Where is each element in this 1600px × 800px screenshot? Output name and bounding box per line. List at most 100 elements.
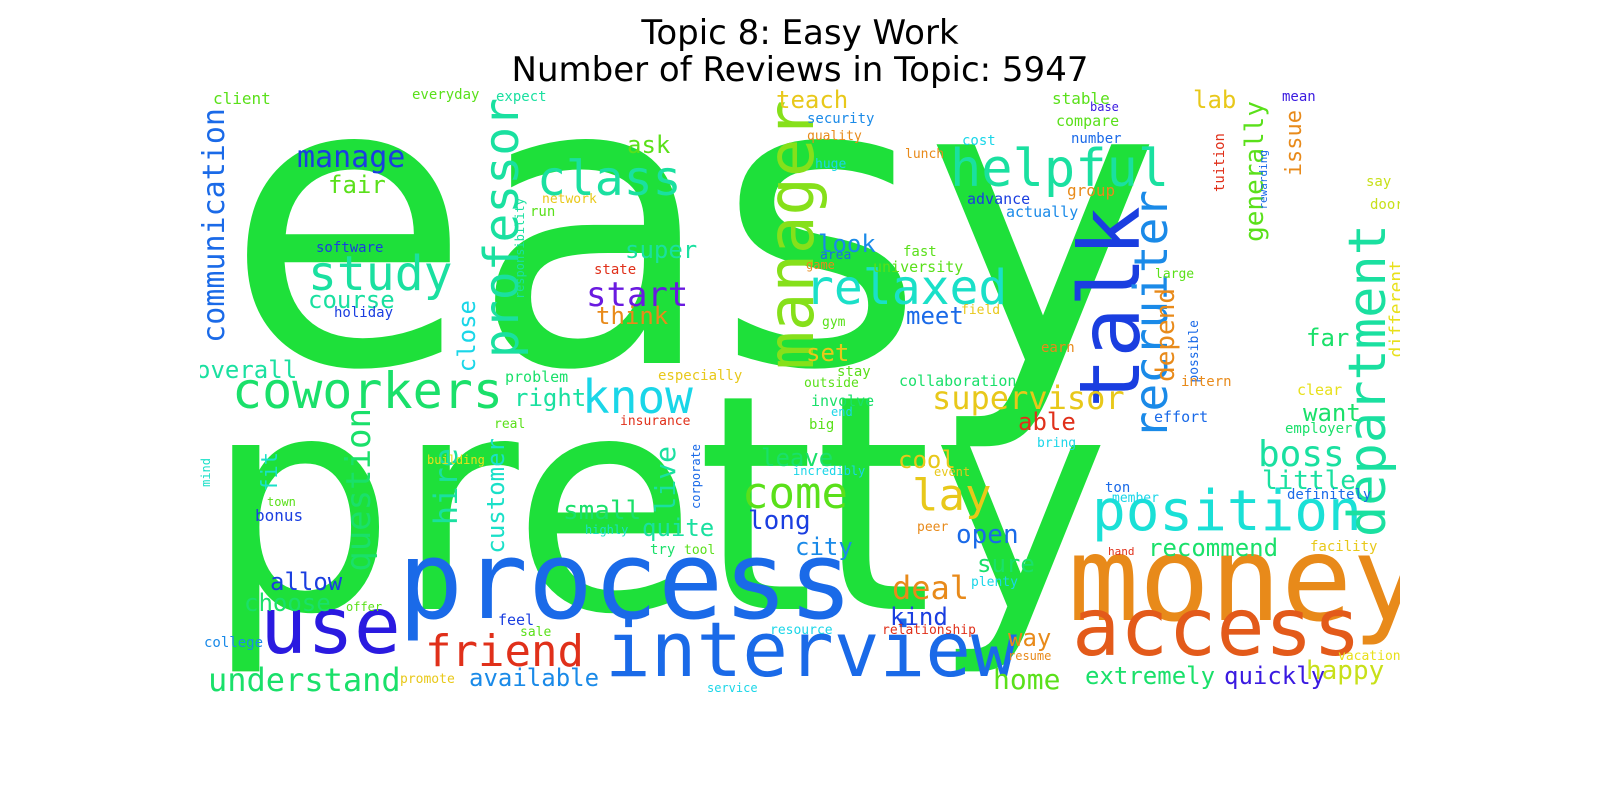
word-definitely: definitely — [1287, 487, 1372, 503]
word-look: look — [818, 230, 876, 258]
word-number: number — [1071, 131, 1122, 147]
word-right: right — [514, 384, 587, 412]
word-feel: feel — [498, 611, 535, 629]
word-quickly: quickly — [1224, 662, 1326, 690]
word-stay: stay — [837, 364, 871, 380]
word-clear: clear — [1297, 381, 1343, 399]
word-cloud: easy pretty money process interview access use… — [200, 88, 1400, 700]
word-meet: meet — [906, 302, 964, 330]
word-cool: cool — [898, 446, 956, 474]
word-manage: manage — [297, 140, 406, 175]
word-employer: employer — [1285, 421, 1353, 437]
word-class: class — [537, 151, 682, 207]
chart-subtitle: Number of Reviews in Topic: 5947 — [511, 50, 1089, 90]
word-small: small — [563, 496, 642, 526]
word-gym: gym — [822, 315, 846, 330]
word-insurance: insurance — [620, 414, 691, 429]
word-effort: effort — [1154, 408, 1209, 426]
word-process: process — [398, 519, 854, 644]
word-understand: understand — [208, 661, 401, 699]
word-start: start — [586, 275, 689, 315]
word-incredibly: incredibly — [793, 464, 866, 478]
word-offer: offer — [346, 600, 383, 614]
word-customer: customer — [482, 438, 510, 554]
word-live: live — [649, 446, 682, 514]
word-compare: compare — [1056, 112, 1120, 130]
word-security: security — [807, 111, 875, 127]
word-sale: sale — [520, 625, 552, 640]
word-bring: bring — [1037, 436, 1077, 451]
word-ton: ton — [1105, 480, 1131, 496]
word-pretty: pretty — [205, 331, 1110, 680]
word-door: door — [1370, 197, 1400, 213]
word-hand: hand — [1108, 545, 1135, 558]
word-lunch: lunch — [905, 147, 945, 162]
word-area: area — [820, 248, 852, 263]
word-way: way — [1008, 624, 1052, 652]
word-involve: involve — [811, 392, 875, 410]
word-resume: resume — [1008, 649, 1052, 663]
word-friend: friend — [425, 626, 584, 677]
word-large: large — [1155, 267, 1195, 282]
word-relaxed: relaxed — [805, 260, 1008, 316]
word-building: building — [427, 453, 485, 467]
word-expect: expect — [496, 89, 547, 105]
word-sure: sure — [977, 550, 1035, 578]
word-close: close — [453, 300, 481, 373]
word-tool: tool — [684, 543, 716, 558]
word-fair: fair — [328, 171, 386, 199]
word-outside: outside — [804, 376, 859, 391]
word-study: study — [308, 246, 453, 302]
word-event: event — [934, 465, 971, 479]
word-corporate: corporate — [689, 444, 703, 510]
word-member: member — [1112, 491, 1159, 506]
word-come: come — [742, 468, 848, 519]
word-question: question — [339, 408, 379, 572]
word-actually: actually — [1006, 203, 1079, 221]
word-client: client — [213, 89, 271, 108]
word-lab: lab — [1193, 88, 1237, 114]
word-far: far — [1306, 324, 1350, 352]
word-field: field — [961, 303, 1001, 318]
word-promote: promote — [400, 672, 455, 687]
word-little: little — [1262, 466, 1356, 496]
word-quality: quality — [807, 129, 862, 144]
word-teach: teach — [776, 88, 849, 114]
word-mean: mean — [1282, 89, 1316, 105]
word-different: different — [1386, 260, 1400, 358]
word-town: town — [267, 495, 296, 509]
word-responsibility: responsibility — [513, 198, 527, 300]
word-university: university — [873, 258, 964, 276]
word-stable: stable — [1052, 89, 1110, 108]
word-college: college — [204, 635, 264, 651]
word-interview: interview — [605, 605, 1017, 694]
word-position: position — [1092, 479, 1362, 544]
word-lay: lay — [912, 470, 992, 521]
word-boss: boss — [1258, 434, 1345, 475]
word-group: group — [1067, 181, 1116, 200]
word-course: course — [308, 286, 395, 314]
word-run: run — [530, 204, 556, 220]
word-easy: easy — [225, 88, 1162, 458]
word-access: access — [1072, 581, 1361, 674]
word-network: network — [542, 192, 597, 207]
word-highly: highly — [585, 523, 629, 537]
word-game: game — [806, 258, 835, 272]
word-use: use — [260, 582, 401, 672]
word-state: state — [594, 262, 637, 278]
word-earn: earn — [1041, 340, 1075, 356]
word-base: base — [1090, 100, 1119, 114]
word-collaboration: collaboration — [899, 372, 1017, 390]
word-deal: deal — [892, 569, 970, 607]
word-plenty: plenty — [971, 575, 1018, 590]
word-able: able — [1018, 408, 1076, 436]
word-want: want — [1303, 399, 1361, 427]
word-service: service — [707, 681, 758, 695]
word-communication: communication — [200, 108, 232, 343]
word-peer: peer — [917, 520, 949, 535]
word-open: open — [956, 520, 1019, 550]
word-tuition: tuition — [1212, 133, 1228, 193]
word-try: try — [650, 542, 676, 558]
word-mind: mind — [200, 458, 213, 487]
word-big: big — [809, 417, 835, 433]
